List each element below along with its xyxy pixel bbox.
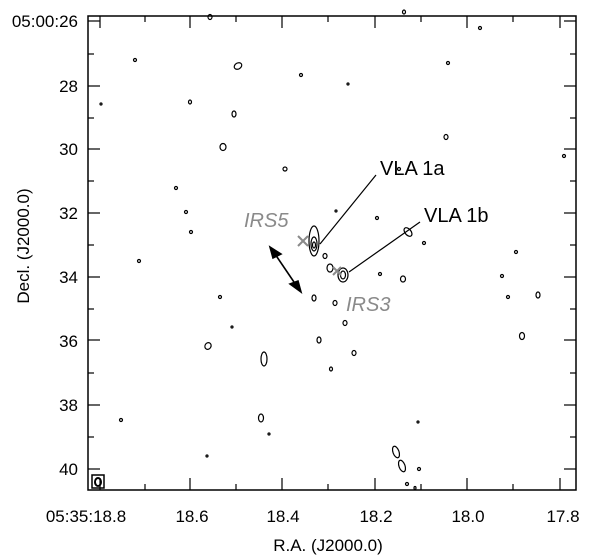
contour-blob (136, 258, 142, 264)
contours (91, 9, 567, 491)
contour-vla1b-inner (339, 270, 347, 280)
contour-blob (377, 271, 383, 277)
contour-blob (205, 454, 209, 458)
ir-markers (297, 235, 342, 276)
contour-blob (561, 153, 567, 159)
contour-blob (183, 209, 189, 215)
contour-blob (173, 185, 179, 191)
label-vla1a: VLA 1a (380, 158, 445, 180)
contour-blob (499, 273, 505, 279)
y-axis-ticks (88, 20, 576, 470)
contour-blob (399, 275, 407, 283)
contour-blob (231, 110, 237, 118)
contour-blob (316, 336, 322, 344)
contour-blob (421, 240, 427, 246)
contour-blob (204, 342, 212, 350)
x-tick-labels: 05:35:18.8 18.6 18.4 18.2 18.0 17.8 (46, 507, 580, 526)
contour-blob (260, 351, 268, 367)
contour-blob (413, 485, 417, 491)
contour-blob (505, 294, 511, 300)
x-tick-label: 17.8 (546, 507, 579, 526)
contour-blob (188, 229, 194, 235)
contour-blob (443, 133, 449, 141)
label-vla1b: VLA 1b (424, 205, 489, 227)
contour-blob (391, 445, 401, 459)
y-tick-label: 34 (59, 268, 78, 287)
contour-blob (403, 227, 413, 237)
double-arrow (268, 245, 303, 294)
contour-blob (416, 420, 420, 424)
label-leaders (319, 174, 421, 273)
irs5-cross (297, 235, 309, 247)
y-tick-label: 38 (59, 396, 78, 415)
contour-blob (518, 331, 526, 341)
vla1a-leader (319, 174, 377, 245)
contour-blob (342, 319, 348, 327)
plot-frame (87, 15, 577, 491)
contour-blob (404, 481, 410, 487)
label-irs5: IRS5 (244, 210, 289, 232)
x-tick-label: 18.4 (266, 507, 299, 526)
contour-blob (230, 325, 234, 329)
contour-blob (332, 299, 338, 307)
contour-blob (445, 60, 451, 66)
contour-blob (513, 249, 519, 255)
contour-vla1a-outer (308, 225, 320, 257)
y-tick-labels: 05:00:26 28 30 32 34 36 38 40 (12, 12, 78, 479)
x-axis-label: R.A. (J2000.0) (273, 536, 383, 555)
contour-blob (217, 294, 223, 300)
contour-blob (282, 166, 288, 172)
contour-blob (401, 9, 407, 15)
contour-vla1a-core (311, 241, 317, 249)
beam-ellipse (94, 477, 102, 487)
contour-blob (535, 291, 541, 299)
contour-blob (219, 142, 227, 152)
contour-blob (351, 349, 357, 357)
contour-blob (187, 99, 193, 105)
x-tick-label: 05:35:18.8 (46, 507, 126, 526)
x-tick-label: 18.6 (175, 507, 208, 526)
contour-blob (322, 252, 328, 260)
irs3-cross (332, 266, 342, 276)
contour-blob (257, 413, 265, 423)
contour-blob (477, 25, 483, 31)
contour-blob (346, 82, 350, 86)
beam-box (91, 474, 105, 489)
contour-blob (207, 13, 213, 21)
y-tick-label: 36 (59, 332, 78, 351)
y-tick-label: 32 (59, 204, 78, 223)
contour-vla1a-inner (310, 236, 318, 252)
contour-blob (311, 294, 317, 302)
contour-blob (99, 102, 103, 106)
x-axis-ticks (99, 16, 561, 490)
x-tick-label: 18.2 (359, 507, 392, 526)
contour-blob (416, 466, 422, 472)
contour-blob (397, 459, 407, 473)
y-tick-label: 05:00:26 (12, 12, 78, 31)
contour-blob (233, 62, 243, 70)
contour-blob (374, 215, 380, 221)
y-tick-label: 30 (59, 140, 78, 159)
contour-blob (396, 166, 402, 172)
contour-blob (267, 432, 271, 436)
contour-blob (132, 57, 138, 63)
contour-blob (118, 417, 124, 423)
y-tick-label: 40 (59, 460, 78, 479)
contour-blob (298, 72, 304, 78)
y-tick-label: 28 (59, 77, 78, 96)
y-axis-label: Decl. (J2000.0) (14, 188, 33, 303)
contour-blob (326, 263, 334, 273)
contour-blob (328, 366, 334, 372)
contour-vla1b-outer (337, 267, 349, 283)
contour-blob (334, 209, 338, 213)
label-irs3: IRS3 (346, 294, 390, 316)
vla1b-leader (348, 221, 421, 273)
x-tick-label: 18.0 (451, 507, 484, 526)
